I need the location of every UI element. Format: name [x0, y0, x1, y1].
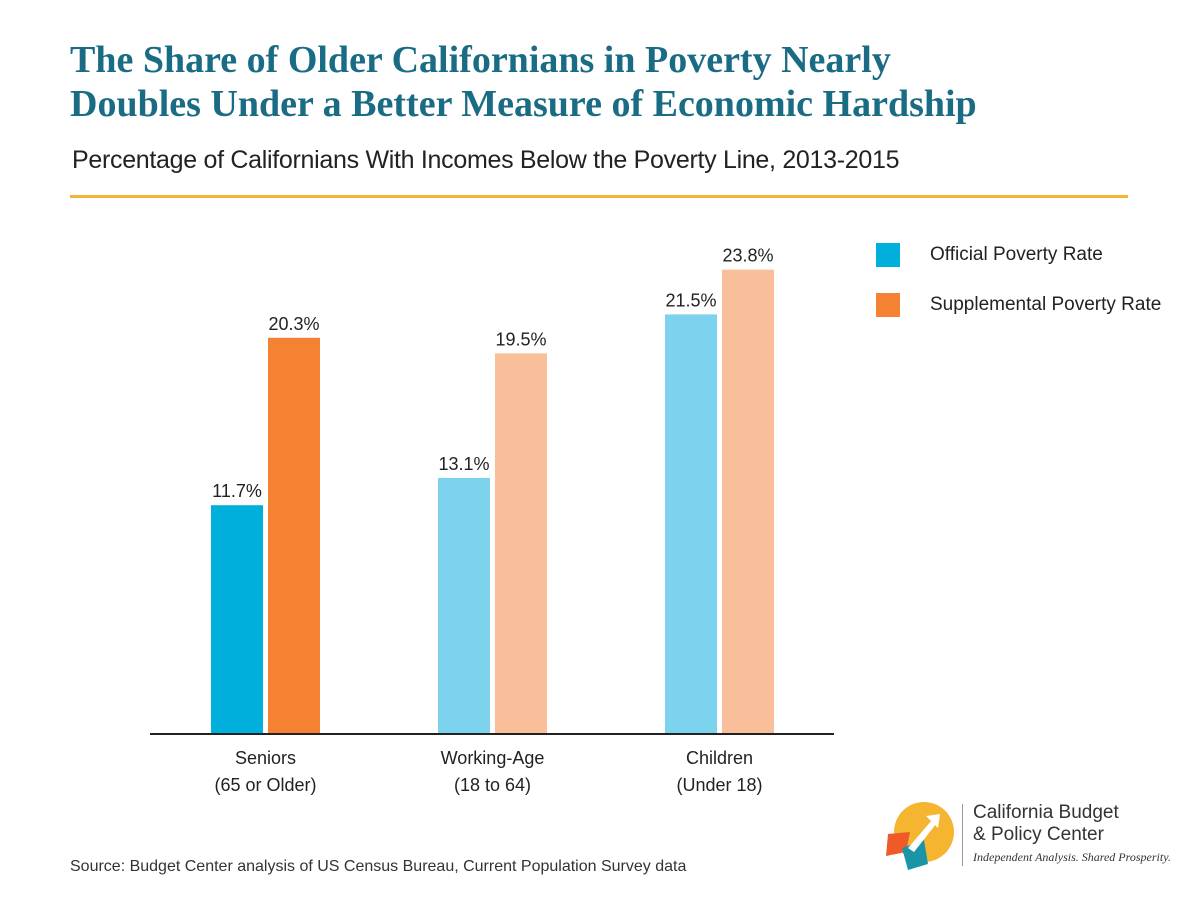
data-label-official-working-age: 13.1%: [438, 454, 489, 474]
org-name: California Budget & Policy Center: [973, 802, 1119, 846]
category-label-seniors-line-1: Seniors: [235, 748, 296, 768]
org-tagline: Independent Analysis. Shared Prosperity.: [973, 850, 1171, 864]
category-label-children-line-1: Children: [686, 748, 753, 768]
bar-supplemental-seniors: [268, 337, 320, 733]
bar-official-working-age: [438, 477, 490, 733]
chart-subtitle: Percentage of Californians With Incomes …: [72, 146, 900, 174]
data-label-supplemental-children: 23.8%: [722, 246, 773, 266]
legend-label-supplemental: Supplemental Poverty Rate: [930, 294, 1162, 315]
logo-divider: [962, 804, 963, 866]
data-label-supplemental-working-age: 19.5%: [495, 329, 546, 349]
chart-title-line-1: The Share of Older Californians in Pover…: [70, 39, 891, 81]
chart-title-line-2: Doubles Under a Better Measure of Econom…: [70, 83, 977, 125]
title-divider: [70, 195, 1128, 198]
chart-title: The Share of Older Californians in Pover…: [70, 38, 1150, 126]
org-name-line-2: & Policy Center: [973, 824, 1104, 845]
bar-official-children: [665, 314, 717, 733]
legend-swatch-supplemental: [876, 293, 900, 317]
data-label-supplemental-seniors: 20.3%: [268, 314, 319, 334]
legend-label-official: Official Poverty Rate: [930, 244, 1103, 265]
category-label-working-age-line-1: Working-Age: [441, 748, 545, 768]
org-logo: California Budget & Policy Center Indepe…: [880, 798, 1180, 878]
bar-supplemental-children: [722, 269, 774, 733]
bar-supplemental-working-age: [495, 353, 547, 733]
category-label-seniors-line-2: (65 or Older): [214, 775, 316, 795]
org-name-line-1: California Budget: [973, 802, 1119, 823]
legend-swatch-official: [876, 243, 900, 267]
data-label-official-children: 21.5%: [665, 290, 716, 310]
category-label-working-age-line-2: (18 to 64): [454, 775, 531, 795]
logo-mark-icon: [886, 802, 954, 870]
category-label-children-line-2: (Under 18): [676, 775, 762, 795]
data-label-official-seniors: 11.7%: [212, 481, 262, 501]
source-note: Source: Budget Center analysis of US Cen…: [70, 858, 687, 875]
bar-official-seniors: [211, 505, 263, 733]
